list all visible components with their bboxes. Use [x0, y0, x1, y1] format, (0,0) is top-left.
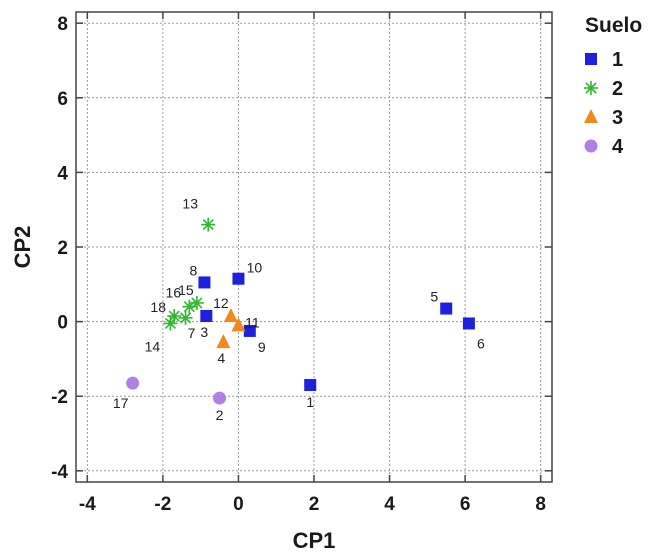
point-label: 6: [477, 335, 485, 351]
data-point-suelo-2: [163, 316, 177, 330]
data-point-suelo-2: [201, 218, 215, 232]
point-label: 9: [258, 339, 266, 355]
point-label: 11: [245, 314, 260, 330]
point-label: 5: [430, 289, 438, 305]
point-label: 16: [166, 285, 182, 301]
point-label: 8: [190, 262, 198, 278]
y-tick-label: -2: [51, 387, 68, 408]
x-tick-label: 2: [309, 494, 320, 515]
data-point-suelo-2: [179, 311, 193, 325]
data-point-suelo-1: [200, 310, 212, 322]
data-point-suelo-4: [126, 377, 139, 390]
point-label: 14: [145, 338, 161, 354]
legend-label: 2: [612, 78, 623, 100]
point-label: 18: [150, 299, 166, 315]
legend-label: 4: [612, 136, 624, 158]
x-tick-label: 8: [535, 494, 546, 515]
legend-marker-suelo-3: [584, 109, 598, 123]
y-tick-label: 2: [57, 238, 68, 259]
data-point-suelo-1: [463, 317, 475, 329]
x-tick-label: 6: [460, 494, 471, 515]
y-tick-label: 0: [57, 313, 68, 334]
legend: Suelo 1 2 3 4: [584, 14, 642, 158]
y-tick-label: 8: [57, 14, 68, 35]
legend-marker-suelo-4: [585, 140, 598, 153]
x-tick-label: 4: [384, 494, 395, 515]
data-point-suelo-1: [440, 303, 452, 315]
legend-marker-suelo-1: [585, 53, 597, 65]
data-point-suelo-2: [167, 309, 181, 323]
point-label: 10: [247, 260, 263, 276]
x-tick-label: -2: [154, 494, 171, 515]
data-point-suelo-4: [213, 392, 226, 405]
point-label: 13: [182, 196, 198, 212]
x-tick-label: 0: [233, 494, 244, 515]
y-axis-title: CP2: [10, 226, 35, 269]
point-label: 7: [188, 325, 196, 341]
legend-marker-suelo-2: [584, 81, 598, 95]
point-label: 4: [217, 350, 225, 366]
point-label: 12: [213, 295, 229, 311]
data-point-suelo-1: [198, 276, 210, 288]
y-tick-label: 4: [57, 163, 68, 184]
data-point-suelo-2: [182, 300, 196, 314]
y-tick-label: 6: [57, 89, 68, 110]
point-label: 3: [200, 324, 208, 340]
data-point-suelo-1: [232, 273, 244, 285]
legend-label: 1: [612, 49, 623, 71]
point-label: 17: [113, 395, 129, 411]
data-point-suelo-1: [304, 379, 316, 391]
legend-title: Suelo: [585, 14, 642, 37]
x-tick-label: -4: [79, 494, 96, 515]
point-label: 2: [216, 407, 224, 423]
legend-label: 3: [612, 107, 623, 129]
point-label: 1: [306, 394, 314, 410]
x-axis-title: CP1: [293, 528, 336, 553]
y-tick-label: -4: [51, 462, 68, 483]
